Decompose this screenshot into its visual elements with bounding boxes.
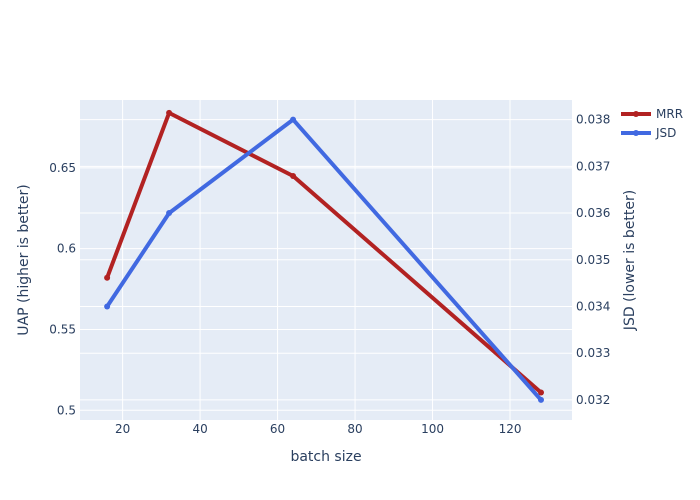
data-point-jsd — [166, 210, 173, 217]
data-point-mrr — [538, 389, 545, 396]
x-tick-label: 40 — [192, 422, 207, 436]
data-point-jsd — [538, 396, 545, 403]
series-mrr — [104, 109, 545, 396]
series-jsd — [104, 116, 545, 403]
data-point-jsd — [104, 303, 111, 310]
data-point-jsd — [290, 116, 297, 123]
left-y-axis-ticks: 0.5 0.55 0.6 0.65 — [49, 161, 76, 417]
right-y-tick-label: 0.036 — [576, 206, 610, 220]
series-layer — [104, 109, 545, 403]
right-y-tick-label: 0.038 — [576, 113, 610, 127]
legend-marker-mrr — [633, 111, 639, 117]
legend-label-mrr: MRR — [656, 107, 683, 121]
data-point-mrr — [104, 274, 111, 281]
data-point-mrr — [290, 172, 297, 179]
series-line-mrr — [105, 110, 543, 395]
right-y-tick-label: 0.032 — [576, 393, 610, 407]
x-axis-ticks: 20 40 60 80 100 120 — [115, 422, 521, 436]
x-tick-label: 100 — [421, 422, 444, 436]
data-point-mrr — [166, 109, 173, 116]
x-tick-label: 80 — [347, 422, 362, 436]
right-y-tick-label: 0.033 — [576, 346, 610, 360]
x-axis-title: batch size — [290, 449, 361, 465]
right-y-axis-title: JSD (lower is better) — [622, 190, 638, 331]
x-tick-label: 20 — [115, 422, 130, 436]
left-y-tick-label: 0.5 — [57, 403, 76, 417]
legend-label-jsd: JSD — [655, 126, 676, 140]
legend: MRR JSD — [621, 107, 683, 140]
left-y-axis-title: UAP (higher is better) — [16, 184, 32, 335]
legend-item-mrr[interactable]: MRR — [621, 107, 683, 121]
right-y-tick-label: 0.034 — [576, 299, 610, 313]
grid-lines — [80, 100, 572, 420]
series-line-jsd — [105, 117, 543, 402]
legend-marker-jsd — [633, 130, 639, 136]
left-y-tick-label: 0.6 — [57, 242, 76, 256]
right-y-tick-label: 0.037 — [576, 159, 610, 173]
right-y-axis-ticks: 0.032 0.033 0.034 0.035 0.036 0.037 0.038 — [576, 113, 610, 407]
left-y-tick-label: 0.55 — [49, 322, 76, 336]
x-tick-label: 60 — [270, 422, 285, 436]
right-y-tick-label: 0.035 — [576, 253, 610, 267]
legend-item-jsd[interactable]: JSD — [621, 126, 676, 140]
x-tick-label: 120 — [499, 422, 522, 436]
left-y-tick-label: 0.65 — [49, 161, 76, 175]
